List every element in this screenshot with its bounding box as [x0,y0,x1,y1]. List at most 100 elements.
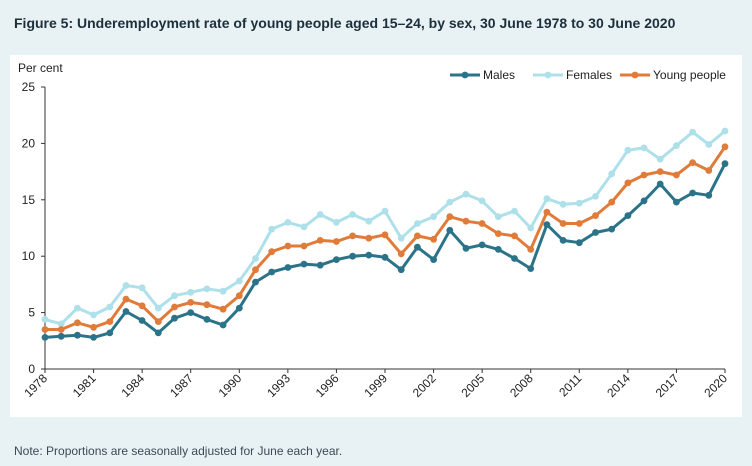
x-tick-label: 1990 [216,371,245,400]
x-tick-label: 1987 [167,371,196,400]
data-point [284,242,292,250]
data-point [154,318,162,325]
data-point [430,213,437,221]
data-point [446,226,454,234]
data-point [414,232,421,240]
line-chart: Per cent 0 5 10 15 20 25 1978 1981 1984 1987 1990… [18,61,730,400]
data-point [705,141,713,148]
data-point [446,198,454,206]
x-tick-label: 2020 [701,371,730,400]
data-point [462,244,470,252]
data-point [316,261,324,269]
data-point [41,316,49,323]
data-point [381,253,389,261]
data-point [203,316,211,323]
x-axis: 1978 1981 1984 1987 1990 1993 1996 1999 2002 2005… [21,368,730,400]
data-point [494,246,502,253]
data-point [203,285,211,293]
data-point [300,242,308,250]
data-point [41,326,49,333]
data-point [527,246,535,253]
data-point [333,256,340,263]
data-point [689,189,696,197]
data-point [252,266,259,274]
data-point [511,232,518,240]
data-point [235,304,243,312]
data-point [397,266,405,274]
data-point [122,308,130,315]
data-point [478,241,486,249]
data-point [90,323,97,331]
data-point [397,250,405,258]
y-tick-label: 0 [28,362,35,376]
data-point [624,212,632,220]
data-point [333,238,340,245]
data-point [527,265,535,272]
y-tick-label: 15 [22,193,36,207]
data-point [154,329,162,337]
x-tick-label: 2011 [556,371,584,399]
data-point [106,318,114,325]
data-point [494,230,502,238]
data-point [640,171,648,179]
legend-item: Females [533,68,612,82]
x-tick-label: 1996 [313,371,342,400]
data-point [430,235,437,243]
data-point [365,251,373,259]
series-layer [41,127,729,341]
data-point [478,197,486,205]
data-point [608,170,616,178]
data-point [300,260,308,268]
legend: Males Females Young people [450,68,726,82]
legend-label: Females [566,68,612,82]
data-point [624,146,632,154]
legend-swatch-marker [461,71,469,79]
data-point [284,219,292,226]
data-point [381,207,389,215]
legend-item: Males [450,68,515,82]
y-tick-label: 5 [28,306,35,320]
data-point [333,219,340,226]
y-tick-label: 25 [22,80,36,94]
data-point [478,220,486,227]
x-tick-label: 2008 [507,371,536,400]
data-point [349,232,356,240]
chart-panel: Per cent 0 5 10 15 20 25 1978 1981 1984 1987 1990… [10,55,742,417]
data-point [90,311,97,319]
data-point [74,304,81,312]
legend-swatch-marker [544,71,552,79]
data-point [543,221,551,229]
data-point [122,282,130,289]
data-point [721,127,729,135]
legend-swatch-marker [631,71,639,79]
x-tick-label: 2014 [604,371,633,400]
data-point [268,225,276,233]
data-point [689,128,696,136]
data-point [349,252,356,260]
data-point [656,155,664,163]
data-point [575,199,583,207]
data-point [252,255,259,262]
data-point [219,305,227,313]
data-point [284,264,292,271]
data-point [446,213,454,221]
x-tick-label: 1993 [264,371,293,400]
data-point [122,295,130,303]
data-point [41,334,49,341]
data-point [171,303,178,311]
series-females [41,127,729,328]
data-point [575,220,583,227]
data-point [57,332,65,340]
data-point [235,292,243,300]
data-point [268,268,276,276]
data-point [57,326,65,333]
data-point [543,195,551,203]
data-point [235,277,243,285]
data-point [414,243,421,251]
figure-title: Figure 5: Underemployment rate of young … [14,15,676,31]
y-tick-label: 10 [22,249,36,263]
data-point [300,223,308,231]
data-point [673,198,680,206]
data-point [543,208,551,216]
data-point [171,292,178,300]
